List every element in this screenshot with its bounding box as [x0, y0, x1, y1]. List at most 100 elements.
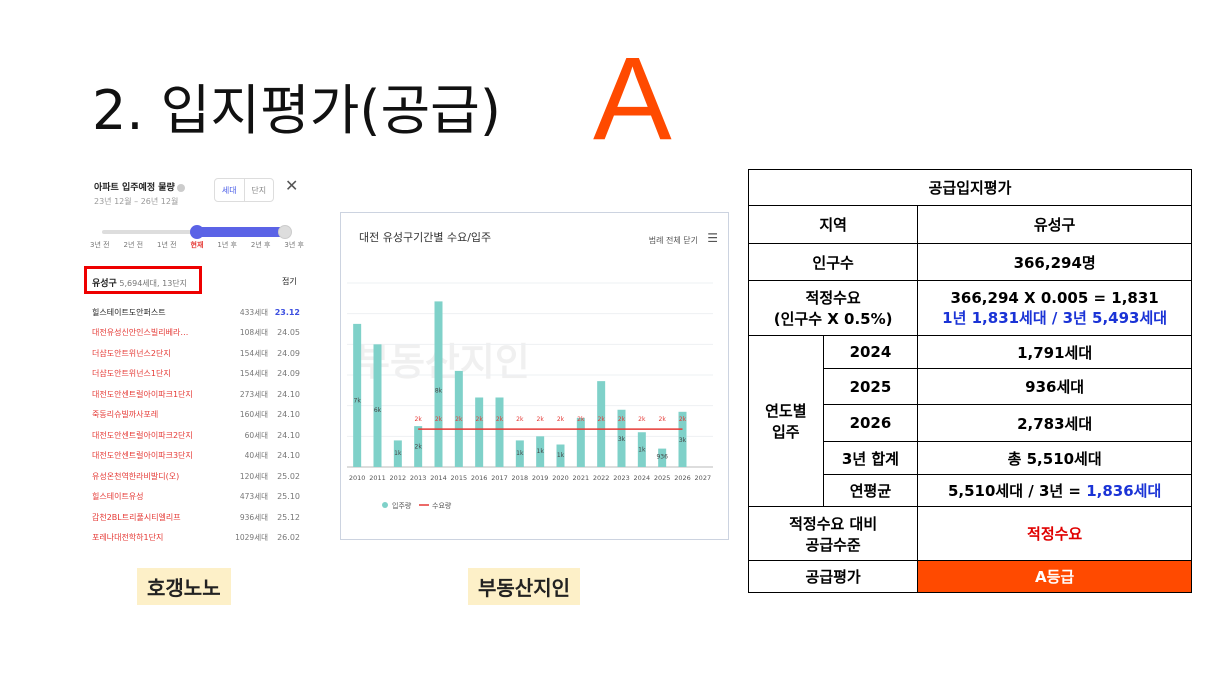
bar	[637, 432, 646, 467]
complex-date: 24.09	[277, 369, 300, 379]
list-item[interactable]: 대전도안센트럴아이파크3단지 40세대 24.10	[92, 446, 302, 467]
tab-household[interactable]: 세대	[215, 179, 245, 201]
bar	[434, 301, 443, 467]
panel-title-text: 아파트 입주예정 물량	[94, 183, 175, 193]
line-data-label: 2k	[598, 416, 606, 423]
final-eval-value: A등급	[917, 560, 1192, 593]
population-label: 인구수	[747, 243, 919, 281]
list-item[interactable]: 포레나대전학하1단지 1029세대 26.02	[92, 528, 302, 549]
range-slider-fill	[195, 227, 285, 237]
line-data-label: 2k	[659, 416, 667, 423]
tick-label: 3년 후	[284, 241, 304, 249]
line-data-label: 2k	[516, 416, 524, 423]
complex-date: 26.02	[277, 533, 300, 543]
source-label-hogang: 호갱노노	[137, 568, 231, 605]
total-value: 총 5,510세대	[917, 441, 1192, 475]
line-data-label: 2k	[679, 416, 687, 423]
bar-data-label: 1k	[638, 446, 646, 453]
complex-count: 108세대	[239, 328, 268, 338]
complex-list: 힐스테이트도안퍼스트 433세대 23.12 대전유성신안인스빌리베라… 108세대 2…	[92, 302, 302, 548]
complex-count: 60세대	[244, 430, 268, 440]
legend-marker-bars	[382, 502, 388, 508]
complex-date: 24.10	[277, 389, 300, 399]
fold-button[interactable]: 접기	[282, 277, 297, 286]
summary-count: 5,694세대, 13단지	[119, 279, 187, 288]
tick-label: 2년 후	[250, 241, 271, 249]
x-tick-label: 2025	[654, 474, 671, 482]
list-item[interactable]: 대전유성신안인스빌리베라… 108세대 24.05	[92, 323, 302, 344]
bar	[414, 426, 423, 467]
year-cell: 2024	[822, 335, 919, 369]
complex-date: 25.12	[277, 512, 300, 522]
bar	[393, 440, 402, 467]
region-summary: 유성구 5,694세대, 13단지	[92, 276, 187, 289]
line-data-label: 2k	[638, 416, 646, 423]
year-cell: 2026	[822, 404, 919, 442]
demand-formula: 366,294 X 0.005 = 1,831	[950, 288, 1159, 307]
bar-data-label: 1k	[557, 452, 565, 459]
list-item[interactable]: 더샵도안트위넌스2단지 154세대 24.09	[92, 343, 302, 364]
yearly-label-line2: 입주	[772, 423, 800, 441]
unit-toggle: 세대 단지	[214, 178, 274, 202]
bar	[353, 323, 362, 467]
line-data-label: 2k	[537, 416, 545, 423]
slider-handle-end[interactable]	[278, 225, 292, 239]
year-value: 1,791세대	[917, 335, 1192, 369]
bar	[576, 417, 585, 467]
slider-handle-start[interactable]	[190, 225, 204, 239]
bar	[536, 436, 545, 467]
slider-ticks: 3년 전 2년 전 1년 전 현재 1년 후 2년 후 3년 후	[90, 240, 304, 250]
complex-date: 25.02	[277, 471, 300, 481]
list-item[interactable]: 힐스테이트도안퍼스트 433세대 23.12	[92, 302, 302, 323]
average-value: 5,510세대 / 3년 = 1,836세대	[917, 474, 1192, 507]
complex-date: 25.10	[277, 492, 300, 502]
complex-count: 473세대	[239, 492, 268, 502]
tick-label: 1년 후	[217, 241, 237, 249]
list-item[interactable]: 대전도안센트럴아이파크2단지 60세대 24.10	[92, 425, 302, 446]
list-item[interactable]: 갑천2BL트리풀시티엘리프 936세대 25.12	[92, 507, 302, 528]
complex-date: 24.05	[277, 328, 300, 338]
menu-icon[interactable]: ☰	[707, 231, 718, 245]
complex-name: 포레나대전학하1단지	[92, 533, 164, 543]
complex-name: 대전도안센트럴아이파크2단지	[92, 430, 193, 440]
x-tick-label: 2024	[634, 474, 651, 482]
tab-complex[interactable]: 단지	[251, 185, 267, 195]
region-value: 유성구	[917, 205, 1192, 244]
x-tick-label: 2022	[593, 474, 610, 482]
list-item[interactable]: 유성온천역한라비발디(오) 120세대 25.02	[92, 466, 302, 487]
x-tick-label: 2018	[512, 474, 529, 482]
bar-data-label: 7k	[354, 398, 362, 405]
complex-name: 더샵도안트위넌스1단지	[92, 369, 171, 379]
complex-name: 힐스테이트유성	[92, 492, 144, 502]
bar	[373, 344, 382, 467]
year-cell: 2025	[822, 368, 919, 405]
bar-data-label: 8k	[435, 387, 443, 394]
close-icon[interactable]: ✕	[285, 176, 299, 195]
complex-date: 24.10	[277, 430, 300, 440]
complex-date: 24.10	[277, 410, 300, 420]
complex-date: 23.12	[274, 307, 300, 317]
legend-close-button[interactable]: 범례 전체 닫기	[648, 236, 698, 245]
chart-title: 대전 유성구기간별 수요/입주	[359, 231, 492, 244]
list-item[interactable]: 힐스테이트유성 473세대 25.10	[92, 487, 302, 508]
bar-data-label: 936	[656, 454, 668, 461]
line-data-label: 2k	[435, 416, 443, 423]
bar	[454, 370, 463, 467]
complex-count: 936세대	[239, 512, 268, 522]
info-icon[interactable]	[176, 183, 185, 192]
average-result: 1,836세대	[1086, 482, 1162, 500]
complex-name: 힐스테이트도안퍼스트	[92, 307, 166, 317]
list-item[interactable]: 대전도안센트럴아이파크1단지 273세대 24.10	[92, 384, 302, 405]
x-tick-label: 2017	[491, 474, 508, 482]
x-tick-label: 2014	[430, 474, 447, 482]
list-item[interactable]: 더샵도안트위넌스1단지 154세대 24.09	[92, 364, 302, 385]
complex-name: 대전도안센트럴아이파크3단지	[92, 451, 193, 461]
compare-label-line2: 공급수준	[805, 535, 861, 554]
x-tick-label: 2016	[471, 474, 488, 482]
tick-label: 3년 전	[90, 241, 110, 249]
panel-title: 아파트 입주예정 물량	[94, 180, 185, 193]
complex-count: 160세대	[239, 410, 268, 420]
list-item[interactable]: 죽동리슈빌까사포레 160세대 24.10	[92, 405, 302, 426]
compare-label-line1: 적정수요 대비	[789, 514, 878, 533]
yearly-label: 연도별 입주	[748, 335, 824, 507]
